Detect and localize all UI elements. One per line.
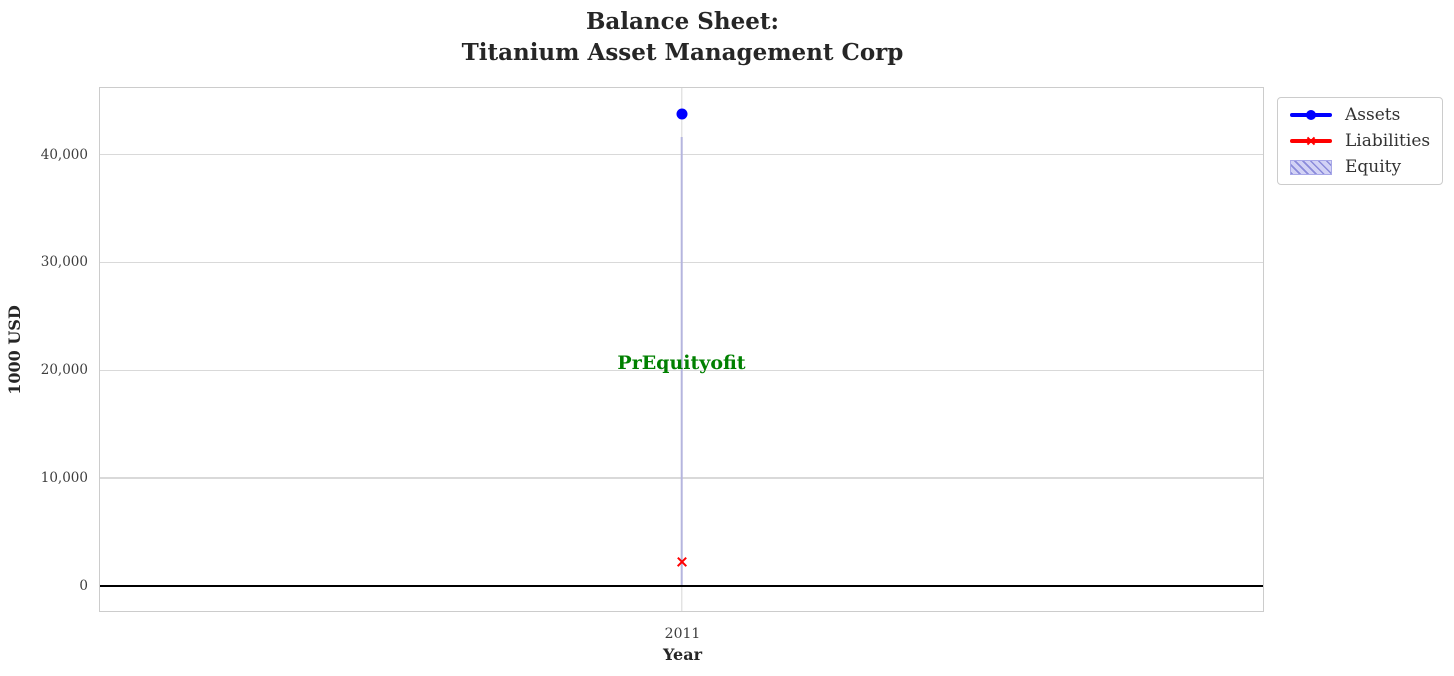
chart-title: Balance Sheet: Titanium Asset Management… — [99, 6, 1266, 68]
liabilities-line-swatch — [1290, 136, 1332, 146]
y-tick-label: 10,000 — [40, 470, 88, 487]
plot-area: PrEquityofit — [99, 87, 1264, 612]
legend-item-assets: Assets — [1290, 105, 1430, 125]
y-tick-label: 0 — [79, 577, 88, 594]
chart-title-line2: Titanium Asset Management Corp — [461, 39, 904, 66]
liabilities-x-marker-icon — [1306, 136, 1316, 146]
legend-label-assets: Assets — [1345, 105, 1401, 125]
x-tick-label: 2011 — [664, 626, 701, 642]
chart-title-line1: Balance Sheet: — [585, 8, 780, 35]
legend-label-liabilities: Liabilities — [1345, 131, 1431, 151]
legend-item-equity: Equity — [1290, 157, 1430, 177]
legend: Assets Liabilities Equity — [1277, 97, 1443, 185]
legend-item-liabilities: Liabilities — [1290, 131, 1430, 151]
y-axis-label: 1000 USD — [5, 305, 24, 395]
chart-annotation: PrEquityofit — [617, 351, 746, 374]
liabilities-marker — [676, 556, 688, 568]
y-tick-label: 30,000 — [40, 254, 88, 271]
y-tick-label: 20,000 — [40, 362, 88, 379]
legend-label-equity: Equity — [1345, 157, 1402, 177]
y-tick-label: 40,000 — [40, 146, 88, 163]
equity-hatch-swatch — [1290, 159, 1332, 175]
equity-bar — [680, 137, 683, 586]
x-axis-label: Year — [662, 645, 702, 664]
assets-circle-marker-icon — [1306, 110, 1316, 120]
assets-marker — [676, 108, 687, 120]
zero-line — [100, 584, 1263, 588]
assets-line-swatch — [1290, 110, 1332, 120]
